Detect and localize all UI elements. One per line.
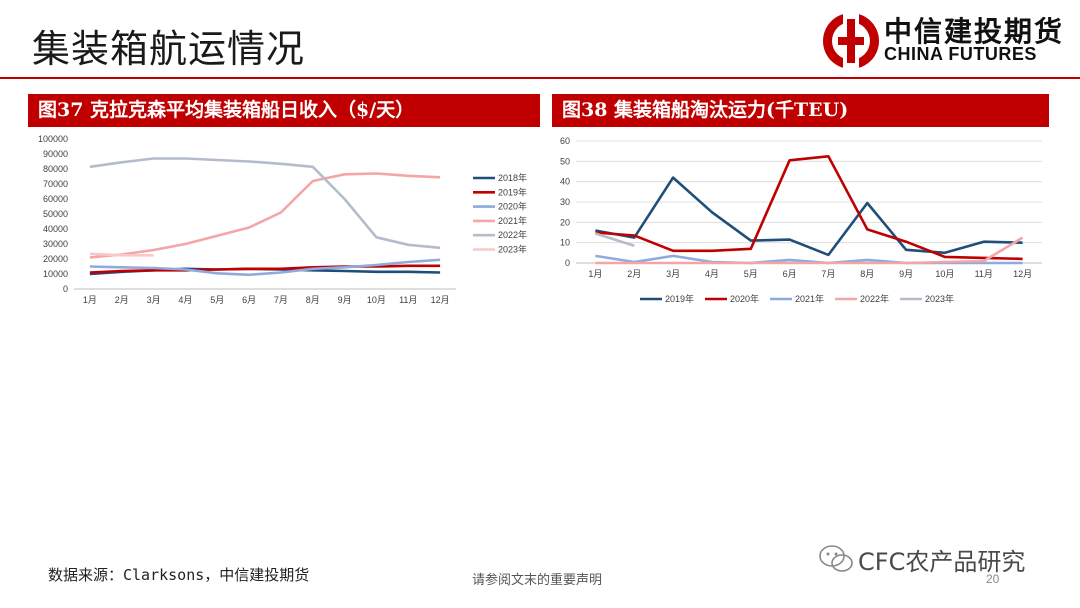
x-tick-label: 2月: [627, 269, 641, 279]
x-tick-label: 11月: [399, 295, 417, 305]
legend-label: 2021年: [795, 293, 824, 304]
chart-fig37-earnings: 0 10000 20000 30000 40000 50000 60000 70000 8000…: [38, 134, 527, 305]
x-tick-label: 3月: [666, 269, 680, 279]
chart-title-fig37: 图37 克拉克森平均集装箱船日收入（$/天）: [28, 94, 540, 127]
series-line-2022年: [595, 236, 1024, 265]
y-tick-label: 10: [560, 238, 570, 248]
x-tick-label: 5月: [744, 269, 758, 279]
y-tick-label: 50: [560, 156, 570, 166]
series-line-2020年: [89, 258, 441, 277]
x-tick-label: 2月: [115, 295, 129, 305]
series-line-2020年: [595, 155, 1023, 261]
chart-fig38-demolition: 0 10 20 30 40 50 60 1月 2月 3月 4月 5月 6月 7月 8月 9月 10月 11月 12月…: [560, 136, 1042, 304]
x-tick-label: 10月: [935, 269, 954, 279]
x-tick-label: 5月: [210, 295, 224, 305]
y-tick-label: 0: [565, 258, 570, 268]
y-tick-label: 30000: [43, 239, 68, 249]
x-tick-label: 6月: [242, 295, 256, 305]
y-tick-label: 50000: [43, 209, 68, 219]
legend-label: 2023年: [498, 244, 527, 255]
data-source-note: 数据来源：Clarksons，中信建投期货: [48, 566, 310, 584]
y-tick-label: 60000: [43, 194, 68, 204]
y-tick-label: 20: [560, 217, 570, 227]
legend-label: 2019年: [498, 186, 527, 197]
legend-label: 2022年: [498, 229, 527, 240]
x-tick-label: 7月: [821, 269, 835, 279]
legend-label: 2022年: [860, 293, 889, 304]
x-tick-label: 7月: [274, 295, 288, 305]
x-tick-label: 8月: [306, 295, 320, 305]
x-tick-label: 4月: [178, 295, 192, 305]
x-tick-label: 8月: [860, 269, 874, 279]
brand-name-en: CHINA FUTURES: [884, 44, 1037, 64]
y-tick-label: 100000: [38, 134, 68, 144]
legend-label: 2023年: [925, 293, 954, 304]
legend-label: 2020年: [730, 293, 759, 304]
y-tick-label: 40: [560, 177, 570, 187]
x-tick-label: 12月: [431, 295, 450, 305]
x-tick-label: 3月: [147, 295, 161, 305]
y-tick-label: 20000: [43, 254, 68, 264]
x-tick-label: 12月: [1013, 269, 1032, 279]
y-tick-label: 80000: [43, 164, 68, 174]
series-line-2019年: [89, 264, 441, 274]
brand-name-cn: 中信建投期货: [884, 15, 1065, 48]
series-line-2023年: [89, 252, 154, 257]
citic-logo-icon: [823, 13, 879, 69]
page-number: 20: [986, 572, 1000, 586]
x-tick-label: 9月: [338, 295, 352, 305]
page-title: 集装箱航运情况: [32, 27, 306, 71]
legend-label: 2020年: [498, 201, 527, 212]
x-tick-label: 9月: [899, 269, 913, 279]
x-tick-label: 6月: [783, 269, 797, 279]
series-line-2019年: [595, 176, 1023, 257]
x-tick-label: 11月: [975, 269, 993, 279]
disclaimer-note: 请参阅文末的重要声明: [472, 573, 603, 588]
title-divider: [0, 77, 1080, 79]
y-tick-label: 60: [560, 136, 570, 146]
x-tick-label: 1月: [83, 295, 97, 305]
y-tick-label: 90000: [43, 149, 68, 159]
y-tick-label: 70000: [43, 179, 68, 189]
y-tick-label: 30: [560, 197, 570, 207]
legend-label: 2021年: [498, 215, 527, 226]
chart-title-fig38: 图38 集装箱船淘汰运力(千TEU): [552, 94, 1049, 127]
x-tick-label: 1月: [588, 269, 602, 279]
wechat-icon: [819, 545, 853, 572]
legend-label: 2019年: [665, 293, 694, 304]
y-tick-label: 40000: [43, 224, 68, 234]
legend-label: 2018年: [498, 172, 527, 183]
series-line-2021年: [89, 172, 441, 259]
series-line-2023年: [595, 232, 635, 247]
watermark-text: CFC农产品研究: [858, 548, 1026, 576]
x-tick-label: 4月: [705, 269, 719, 279]
series-line-2022年: [89, 157, 441, 250]
x-tick-label: 10月: [367, 295, 386, 305]
y-tick-label: 10000: [43, 269, 68, 279]
y-tick-label: 0: [63, 284, 68, 294]
